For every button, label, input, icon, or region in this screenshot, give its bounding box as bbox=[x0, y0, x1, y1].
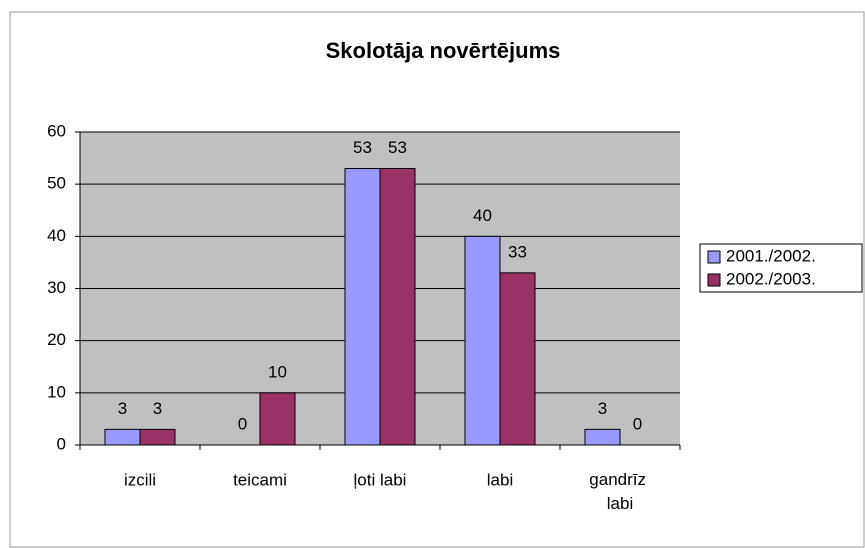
legend-swatch bbox=[707, 273, 721, 287]
y-tick-label: 50 bbox=[47, 174, 66, 193]
bar bbox=[139, 428, 176, 446]
chart-title: Skolotāja novērtējums bbox=[326, 38, 561, 63]
bar bbox=[259, 392, 296, 446]
y-tick-label: 0 bbox=[57, 434, 66, 453]
bar bbox=[104, 428, 141, 446]
bar bbox=[379, 168, 416, 446]
x-tick-label: labi bbox=[487, 470, 513, 489]
legend-label: 2002./2003. bbox=[726, 269, 816, 288]
legend-box bbox=[699, 243, 863, 293]
data-label: 40 bbox=[473, 206, 492, 225]
y-tick-label: 30 bbox=[47, 278, 66, 297]
bar bbox=[499, 272, 536, 446]
legend-swatch bbox=[707, 250, 721, 264]
data-label: 33 bbox=[508, 242, 527, 261]
data-label: 10 bbox=[268, 362, 287, 381]
y-tick-label: 10 bbox=[47, 382, 66, 401]
y-tick-label: 60 bbox=[47, 121, 66, 140]
bar bbox=[584, 428, 621, 446]
data-label: 3 bbox=[118, 399, 127, 418]
data-label: 3 bbox=[598, 399, 607, 418]
bar bbox=[464, 235, 501, 446]
data-label: 3 bbox=[153, 399, 162, 418]
data-label: 53 bbox=[388, 138, 407, 157]
legend-label: 2001./2002. bbox=[726, 246, 816, 265]
x-tick-label: ļoti labi bbox=[354, 470, 407, 489]
data-label: 0 bbox=[238, 414, 247, 433]
data-label: 53 bbox=[353, 138, 372, 157]
y-tick-label: 40 bbox=[47, 226, 66, 245]
x-tick-label: izcili bbox=[124, 470, 156, 489]
x-tick-label: teicami bbox=[233, 470, 287, 489]
x-tick-label: gandrīz labi bbox=[589, 470, 650, 513]
data-label: 0 bbox=[633, 414, 642, 433]
y-tick-label: 20 bbox=[47, 330, 66, 349]
bar bbox=[344, 168, 381, 446]
